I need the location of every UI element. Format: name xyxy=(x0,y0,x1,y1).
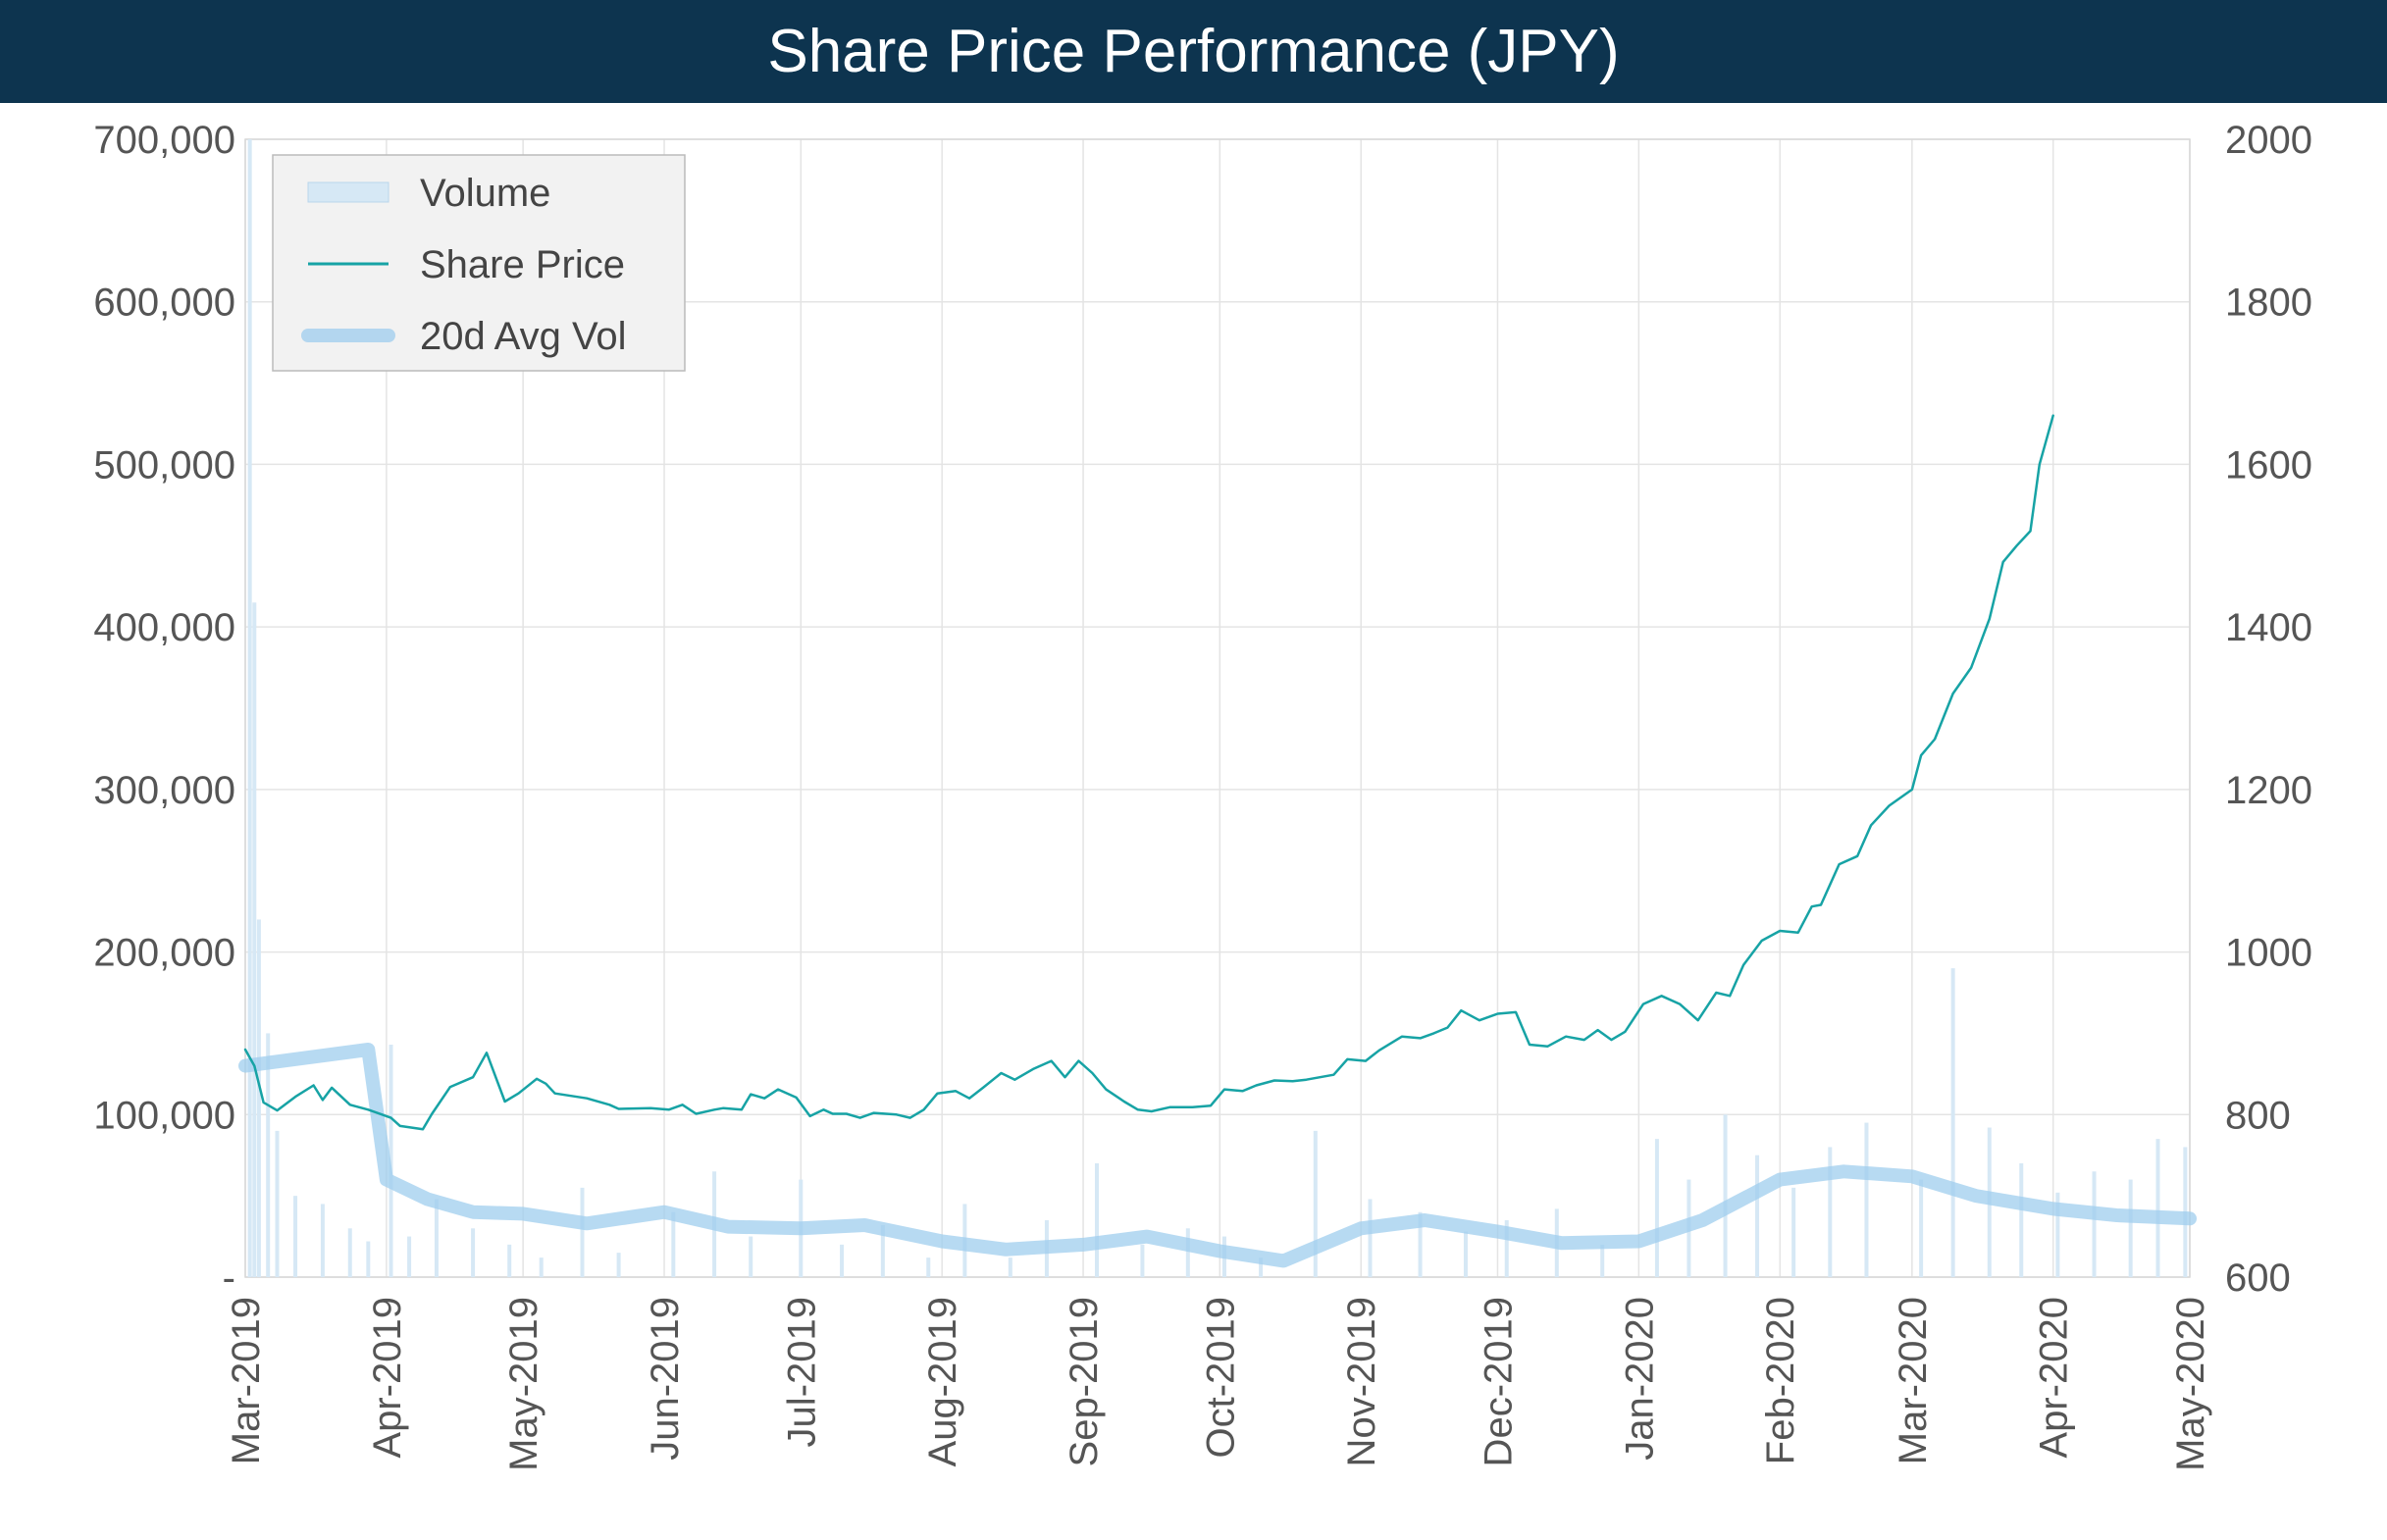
chart-title: Share Price Performance (JPY) xyxy=(0,0,2387,103)
volume-bar xyxy=(1950,968,1955,1277)
x-tick-label: Jun-2019 xyxy=(644,1297,687,1461)
volume-bars xyxy=(247,139,2188,1277)
volume-bar xyxy=(1504,1220,1509,1277)
volume-bar xyxy=(275,1130,280,1277)
y-right-tick-label: 2000 xyxy=(2225,119,2312,162)
series-line-20d-avg-vol xyxy=(238,1043,2197,1268)
volume-bar xyxy=(293,1196,298,1277)
volume-bar xyxy=(671,1211,676,1277)
volume-bar xyxy=(1919,1179,1924,1277)
y-right-tick-label: 1600 xyxy=(2225,443,2312,487)
volume-bar xyxy=(407,1236,412,1277)
y-left-tick-label: 200,000 xyxy=(93,932,235,975)
volume-bar xyxy=(1185,1228,1190,1277)
share-price-line xyxy=(243,414,2054,1131)
volume-bar xyxy=(1723,1114,1728,1277)
plot-frame xyxy=(244,138,2191,1278)
legend-swatch-volume xyxy=(307,181,389,203)
x-tick-label: Nov-2019 xyxy=(1340,1297,1383,1466)
volume-bar xyxy=(580,1187,585,1277)
volume-bar xyxy=(2055,1192,2060,1277)
y-right-tick-label: 1200 xyxy=(2225,769,2312,812)
x-tick-label: Mar-2020 xyxy=(1892,1297,1935,1464)
x-tick-label: Mar-2019 xyxy=(225,1297,268,1464)
volume-bar xyxy=(1418,1211,1423,1277)
x-tick-label: Feb-2020 xyxy=(1759,1297,1802,1464)
volume-bar xyxy=(2092,1171,2097,1277)
volume-bar xyxy=(1654,1139,1659,1277)
volume-bar xyxy=(471,1228,476,1277)
volume-bar xyxy=(1600,1244,1605,1277)
axes: - 100,000 200,000 300,000 400,000 500,000 600,… xyxy=(93,119,2312,1471)
x-tick-label: Dec-2019 xyxy=(1477,1297,1520,1466)
y-right-tick-label: 1800 xyxy=(2225,282,2312,325)
volume-bar xyxy=(926,1258,931,1277)
volume-bar xyxy=(252,602,257,1277)
x-tick-label: Apr-2019 xyxy=(366,1297,409,1459)
volume-bar xyxy=(616,1253,621,1277)
volume-bar xyxy=(2019,1163,2024,1277)
gridlines xyxy=(244,138,2191,1278)
volume-bar xyxy=(880,1224,885,1277)
y-left-tick-label: 500,000 xyxy=(93,443,235,487)
y-right-tick-label: 800 xyxy=(2225,1094,2291,1137)
volume-bar xyxy=(840,1244,845,1277)
legend-label: Volume xyxy=(420,172,550,215)
volume-bar xyxy=(1463,1231,1468,1277)
volume-bar xyxy=(320,1204,325,1277)
volume-bar xyxy=(1864,1122,1869,1277)
volume-bar xyxy=(347,1228,352,1277)
y-right-tick-label: 1400 xyxy=(2225,606,2312,649)
volume-bar xyxy=(1828,1147,1833,1277)
volume-bar xyxy=(1791,1187,1796,1277)
volume-bar xyxy=(507,1244,512,1277)
x-tick-label: May-2019 xyxy=(502,1297,545,1471)
x-tick-label: Aug-2019 xyxy=(921,1297,964,1466)
volume-bar xyxy=(539,1258,544,1277)
y-left-tick-label: 100,000 xyxy=(93,1094,235,1137)
volume-bar xyxy=(1313,1130,1318,1277)
volume-bar xyxy=(1140,1244,1145,1277)
y-left-tick-label: - xyxy=(223,1257,235,1300)
volume-bar xyxy=(749,1236,753,1277)
volume-bar xyxy=(434,1199,439,1277)
x-tick-label: Apr-2020 xyxy=(2033,1297,2076,1459)
volume-bar xyxy=(1008,1258,1012,1277)
y-left-tick-label: 300,000 xyxy=(93,769,235,812)
y-right-tick-label: 600 xyxy=(2225,1257,2291,1300)
volume-bar xyxy=(366,1241,371,1277)
legend: Volume Share Price 20d Avg Vol xyxy=(272,154,686,372)
series-line-share-price xyxy=(243,414,2054,1131)
volume-bar xyxy=(256,919,261,1277)
x-tick-label: Jan-2020 xyxy=(1618,1297,1661,1461)
x-tick-label: Sep-2019 xyxy=(1063,1297,1106,1466)
legend-label: Share Price xyxy=(420,243,625,286)
avg-volume-line xyxy=(238,1043,2197,1268)
y-right-tick-label: 1000 xyxy=(2225,932,2312,975)
volume-bar xyxy=(1094,1163,1099,1277)
x-tick-label: May-2020 xyxy=(2169,1297,2212,1471)
volume-bar xyxy=(1368,1199,1373,1277)
volume-bar xyxy=(2155,1139,2160,1277)
y-left-tick-label: 700,000 xyxy=(93,119,235,162)
x-tick-label: Oct-2019 xyxy=(1199,1297,1242,1459)
x-tick-label: Jul-2019 xyxy=(780,1297,823,1447)
y-left-tick-label: 600,000 xyxy=(93,282,235,325)
volume-bar xyxy=(1755,1155,1760,1277)
volume-bar xyxy=(389,1045,393,1277)
legend-label: 20d Avg Vol xyxy=(420,315,627,358)
y-left-tick-label: 400,000 xyxy=(93,606,235,649)
volume-bar xyxy=(266,1033,271,1277)
volume-bar xyxy=(2128,1179,2133,1277)
volume-bar xyxy=(1259,1258,1264,1277)
volume-bar xyxy=(247,139,252,1277)
